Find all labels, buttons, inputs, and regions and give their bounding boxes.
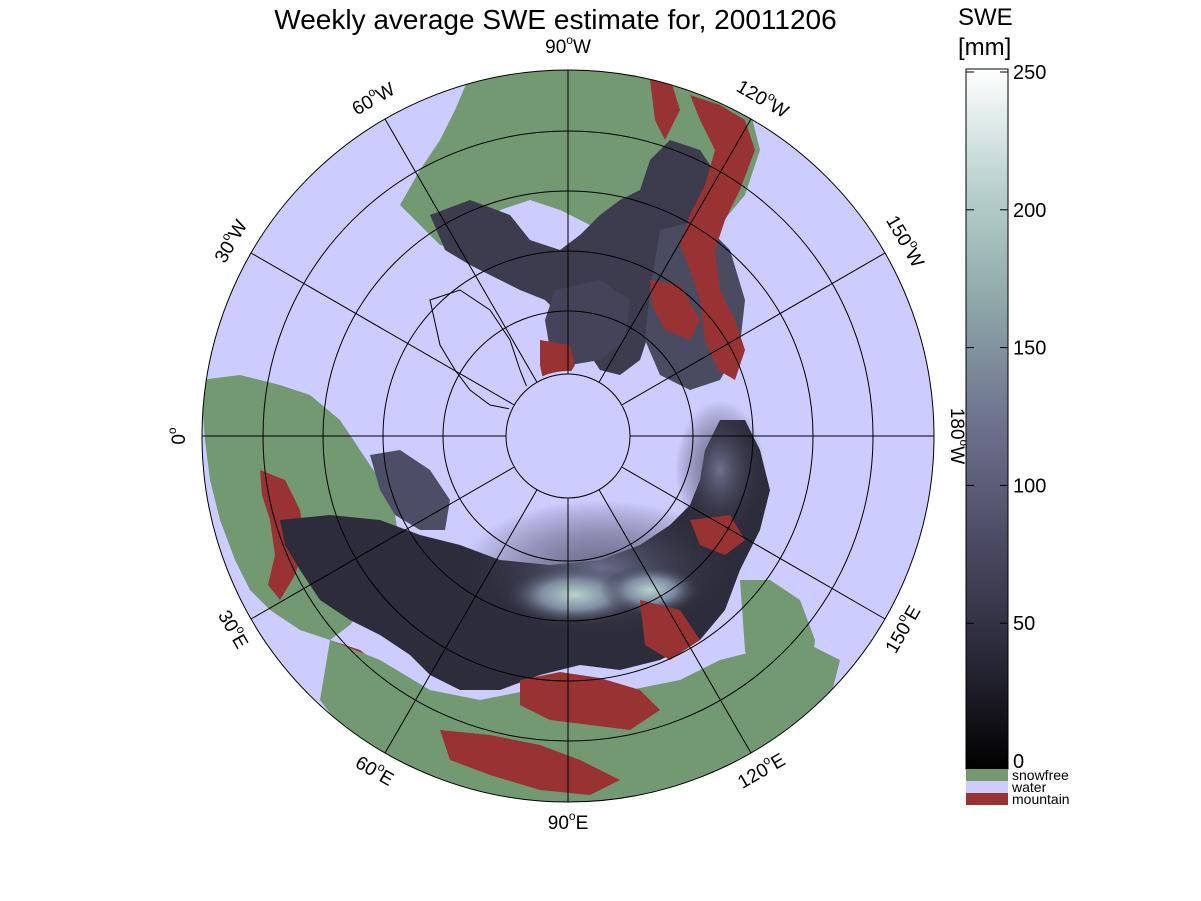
meridian-line [598,489,752,754]
meridian-line [621,466,886,620]
far-east-snowfree-region [740,580,815,700]
colorbar-tick-label: 150 [1013,338,1046,360]
east-siberia-mountains-region [640,600,700,660]
legend-swatch-snowfree [966,769,1008,781]
legend-label-snowfree: snowfree [1012,767,1069,783]
colorbar-title-line1: SWE [958,4,1013,31]
tibet-mountains-region [440,730,620,795]
legend-label-water: water [1011,779,1047,795]
alaska-mountains-region [650,280,700,340]
colorbar-tick-label: 0 [1013,751,1024,773]
meridian-line [250,466,515,620]
lon-0-label: 0o [165,427,190,445]
legend-label-mountain: mountain [1012,791,1070,807]
central-asia-mountains-region [520,672,660,730]
lon-180w-label: 180oW [946,408,971,464]
scandinavia-snow-region [370,450,450,530]
colorbar-gradient [965,68,1009,770]
legend-swatch-mountain [966,793,1008,805]
colorbar-tick-label: 200 [1013,200,1046,222]
meridian-line [384,118,538,383]
colorbar-ticks: 0 50 100 150 200 250 [966,62,1046,773]
map-graticule [201,69,935,803]
far-east-mountains-region [690,515,745,555]
coastal-mountains-region [650,78,680,140]
chukotka-mid-snow-area [675,400,765,540]
lon-90w-label: 90oW [545,33,591,58]
map-disc [202,70,934,802]
europe-mountains-region [260,470,305,600]
meridian-line [621,252,886,406]
lon-90e-label: 90oE [548,809,589,834]
meridian-lines [202,70,934,802]
colorbar: SWE [mm] 0 50 100 150 200 250 [958,4,1046,773]
lon-120e-label: 120oE [732,746,789,793]
lon-60w-label: 60oW [347,76,399,120]
legend-swatch-water [966,781,1008,793]
north-pole-hole [508,376,628,496]
east-siberia-high-snow-area [600,565,700,615]
meridian-line [384,489,538,754]
lon-30w-label: 30oW [208,215,252,267]
meridian-line [250,252,515,406]
rocky-mountains-region [680,95,755,380]
colorbar-tick-label: 100 [1013,475,1046,497]
map-title: Weekly average SWE estimate for, 2001120… [274,4,837,35]
colorbar-tick-label: 250 [1013,62,1046,84]
meridian-line [598,118,752,383]
colorbar-tick-label: 50 [1013,613,1035,635]
colorbar-title-line2: [mm] [958,34,1011,61]
arctic-archipelago-snow-region [545,280,630,365]
